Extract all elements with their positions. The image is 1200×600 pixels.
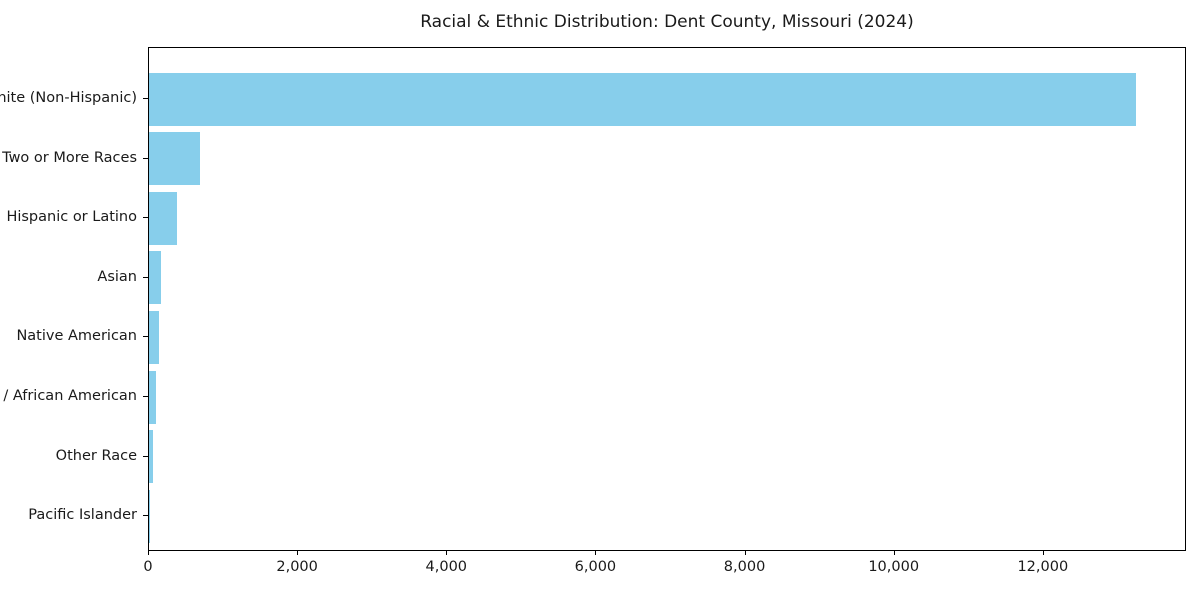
bar-row — [149, 251, 1185, 305]
y-tick-mark — [143, 336, 148, 338]
y-tick-mark — [143, 515, 148, 517]
x-tick-mark — [297, 551, 299, 555]
bar-two-or-more-races — [149, 132, 201, 186]
bar-row — [149, 132, 1185, 186]
x-tick-label: 6,000 — [574, 559, 617, 575]
y-tick-label: Native American — [16, 328, 137, 345]
y-tick-label: White (Non-Hispanic) — [0, 90, 137, 106]
x-tick-label: 10,000 — [868, 559, 920, 575]
y-tick-mark — [143, 217, 148, 219]
x-tick-mark — [148, 551, 149, 555]
bar-row — [149, 72, 1185, 126]
x-tick-mark — [1042, 551, 1044, 555]
x-axis: 0 2,000 4,000 6,000 8,000 10,000 12,000 — [143, 551, 1186, 591]
y-tick-mark — [143, 157, 148, 159]
bar-native-american — [149, 310, 159, 364]
bar-row — [149, 191, 1185, 245]
bar-black-african-american — [149, 370, 156, 424]
x-tick-mark — [595, 551, 597, 555]
y-tick-label: Pacific Islander — [28, 507, 137, 524]
bar-hispanic-or-latino — [149, 191, 178, 245]
x-tick-label: 4,000 — [425, 559, 468, 575]
bar-white-non-hispanic — [149, 72, 1136, 126]
y-tick-mark — [143, 455, 148, 457]
y-tick-label: Hispanic or Latino — [6, 209, 137, 226]
bar-row — [149, 310, 1185, 364]
bar-asian — [149, 251, 161, 305]
x-tick-label: 2,000 — [276, 559, 318, 575]
chart-title: Racial & Ethnic Distribution: Dent Count… — [420, 12, 914, 32]
y-tick-label: Two or More Races — [2, 149, 137, 166]
x-tick-label: 8,000 — [723, 559, 766, 575]
y-tick-label: Asian — [97, 268, 137, 285]
bar-row — [149, 430, 1185, 484]
x-tick-mark — [893, 551, 895, 555]
plot-area — [148, 47, 1186, 551]
x-tick-mark — [744, 551, 746, 555]
y-tick-label: Black / African American — [0, 388, 137, 404]
y-tick-mark — [143, 276, 148, 278]
bar-row — [149, 489, 1185, 543]
bar-other-race — [149, 430, 153, 484]
bar-row — [149, 370, 1185, 424]
x-tick-mark — [446, 551, 448, 555]
y-tick-mark — [143, 396, 148, 397]
x-tick-label: 0 — [143, 559, 153, 575]
y-axis-labels: White (Non-Hispanic) Two or More Races His… — [0, 47, 148, 551]
y-tick-label: Other Race — [55, 447, 137, 464]
y-tick-mark — [143, 98, 148, 99]
x-tick-label: 12,000 — [1017, 559, 1069, 575]
